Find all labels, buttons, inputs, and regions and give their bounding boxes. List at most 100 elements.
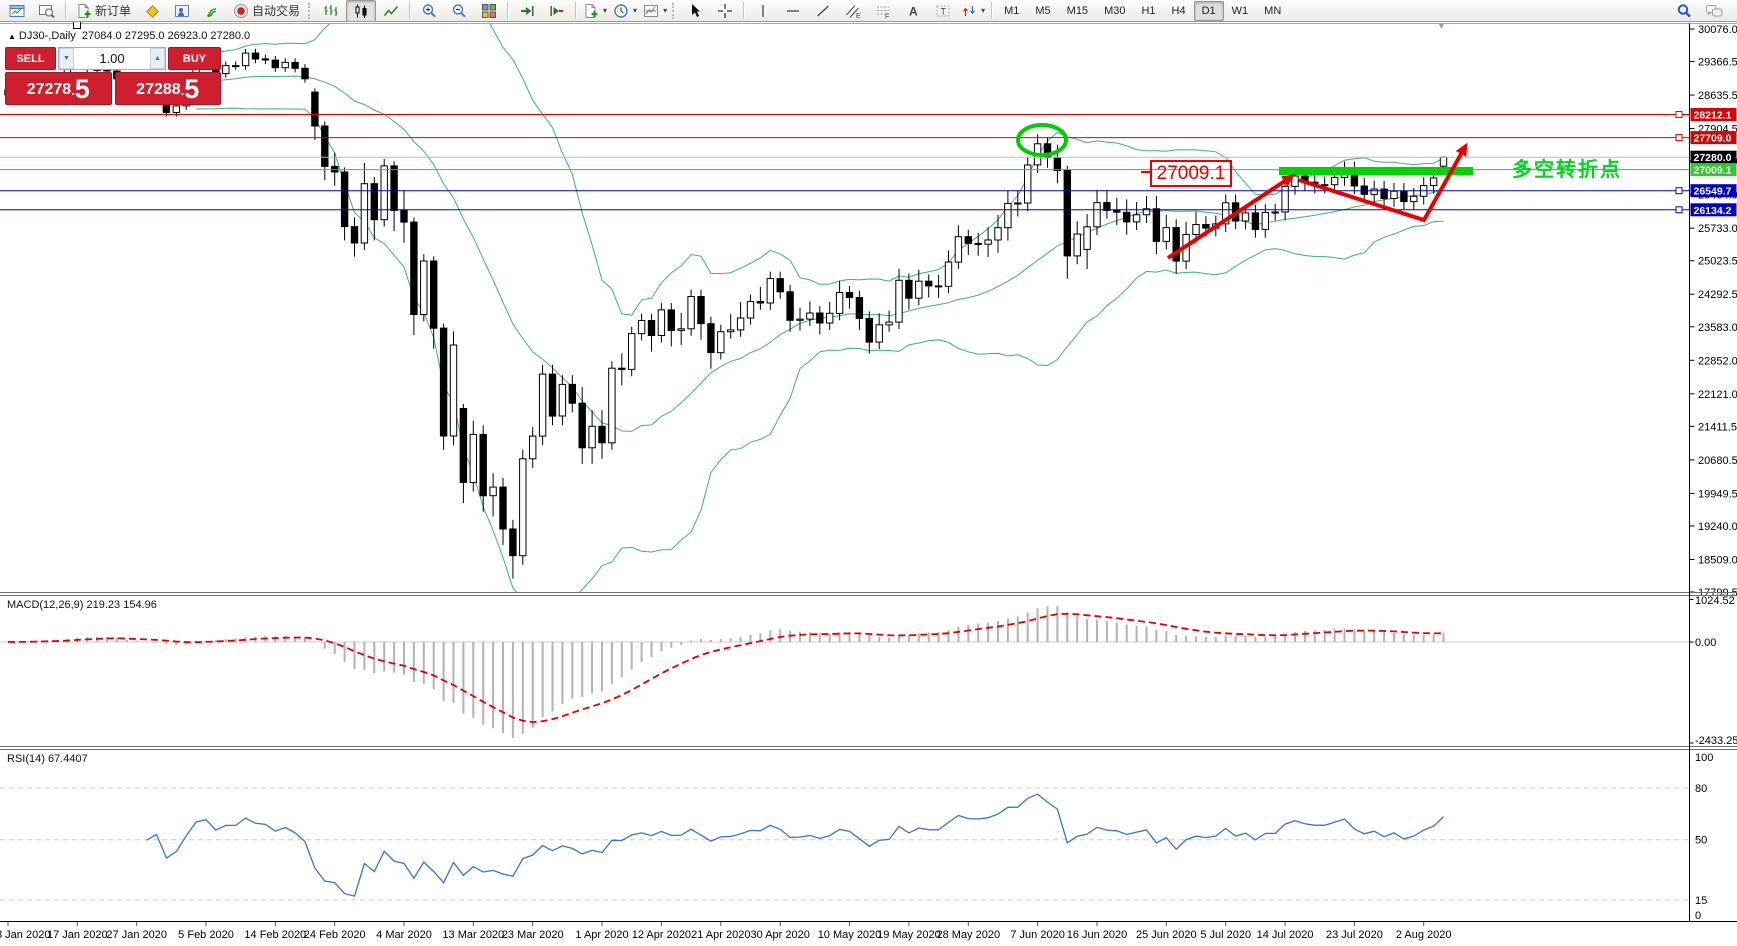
bid-price-box[interactable]: 27278. 5 [5,72,112,105]
sell-button[interactable]: SELL [5,47,56,70]
chevron-down-icon[interactable]: ▾ [603,6,608,15]
trendline-icon[interactable] [808,0,838,22]
ohlc-open: 27084.0 [81,30,122,42]
svg-text:100: 100 [1695,752,1713,764]
fibonacci-icon[interactable]: F [868,0,898,22]
timeframe-button-M5[interactable]: M5 [1035,4,1051,17]
svg-text:25023.5: 25023.5 [1698,256,1737,268]
periods-icon[interactable]: ▾ [610,0,640,22]
volume-decrease-button[interactable]: ▼ [59,48,74,69]
svg-text:20680.5: 20680.5 [1698,455,1737,467]
svg-text:1024.52: 1024.52 [1695,595,1735,607]
svg-text:A: A [909,4,918,18]
svg-text:22852.0: 22852.0 [1698,355,1737,367]
svg-text:26134.2: 26134.2 [1694,205,1732,217]
horizontal-line-icon[interactable] [778,0,808,22]
timeframe-button-M1[interactable]: M1 [1004,4,1020,17]
vertical-line-icon[interactable] [748,0,778,22]
toolbar-grip [672,2,676,19]
timeframe-button-H4[interactable]: H4 [1171,4,1186,17]
ask-price-dot: . [180,83,185,98]
tile-windows-icon[interactable] [474,0,504,22]
chevron-down-icon[interactable]: ▾ [663,6,668,15]
svg-text:1 Apr 2020: 1 Apr 2020 [575,929,628,941]
toolbar-separator [575,2,578,19]
metaeditor-icon[interactable] [137,0,167,22]
svg-text:0: 0 [1695,910,1701,922]
bid-price-main: 27278 [26,81,72,98]
crosshair-icon[interactable] [710,0,740,22]
autotrading-label: 自动交易 [252,4,301,18]
new-order-button[interactable]: 新订单 [70,0,137,22]
svg-text:25733.0: 25733.0 [1698,223,1737,235]
bar-chart-icon[interactable] [316,0,346,22]
timeframe-button-MN[interactable]: MN [1264,4,1282,17]
ask-price-main: 27288 [136,81,181,98]
volume-input[interactable] [74,48,150,69]
timeframe-button-H1[interactable]: H1 [1141,4,1156,17]
buy-button[interactable]: BUY [168,47,221,70]
macd-signal-value: 154.96 [123,599,157,611]
chat-icon[interactable] [1699,0,1729,22]
svg-text:E: E [856,13,861,19]
search-icon[interactable] [1669,0,1699,22]
timeframe-button-W1[interactable]: W1 [1231,4,1249,17]
ask-price-box[interactable]: 27288. 5 [114,72,221,105]
toolbar-separator [409,2,412,19]
zoom-out-icon[interactable] [444,0,474,22]
symbol-name: DJ30-,Daily [18,30,76,42]
toolbar-separator [743,2,746,19]
price-callout-label[interactable]: 27009.1 [1150,160,1232,187]
chart-shift-icon[interactable] [542,0,572,22]
market-watch-icon[interactable] [167,0,197,22]
autotrading-button[interactable]: 自动交易 [227,0,306,22]
ask-price-frac: 5 [184,74,200,104]
svg-text:13 Mar 2020: 13 Mar 2020 [442,929,504,941]
candlestick-chart-icon[interactable] [346,0,377,22]
new-order-label: 新订单 [95,4,132,18]
chart-title: ▲ DJ30-,Daily 27084.0 27295.0 26923.0 272… [8,30,250,42]
chevron-down-icon[interactable]: ▾ [981,6,986,15]
rsi-value: 67.4407 [47,753,88,765]
svg-text:T: T [941,6,947,16]
new-chart-icon[interactable] [2,0,32,22]
templates-icon[interactable]: ▾ [640,0,670,22]
line-chart-icon[interactable] [376,0,406,22]
arrows-icon[interactable]: ▾ [958,0,988,22]
zoom-in-icon[interactable] [414,0,444,22]
timeframe-button-M15[interactable]: M15 [1066,4,1089,17]
svg-text:19949.5: 19949.5 [1698,488,1737,500]
svg-text:23583.0: 23583.0 [1698,322,1737,334]
text-label-icon[interactable]: T [928,0,958,22]
text-icon[interactable]: A [898,0,928,22]
timeframe-button-D1[interactable]: D1 [1193,0,1224,21]
indicators-icon[interactable]: ▾ [580,0,610,22]
timeframe-button-M30[interactable]: M30 [1104,4,1126,17]
rsi-pane-label: RSI(14) 67.4407 [7,753,88,765]
quick-nav-chevron-icon[interactable]: ▼ [1437,21,1446,31]
svg-text:19240.0: 19240.0 [1698,521,1737,533]
svg-text:8 Jan 2020: 8 Jan 2020 [0,929,50,941]
svg-text:30076.0: 30076.0 [1698,24,1737,36]
profiles-icon[interactable] [32,0,62,22]
svg-text:14 Jul 2020: 14 Jul 2020 [1257,929,1314,941]
equidistant-channel-icon[interactable]: E [838,0,868,22]
auto-scroll-icon[interactable] [512,0,542,22]
svg-text:12 Apr 2020: 12 Apr 2020 [632,929,691,941]
signals-icon[interactable] [197,0,227,22]
toolbar-separator [991,2,994,19]
svg-text:14 Feb 2020: 14 Feb 2020 [244,929,306,941]
volume-stepper: ▼ ▲ [58,47,166,70]
turning-point-annotation[interactable]: 多空转折点 [1512,159,1622,181]
svg-text:50: 50 [1695,835,1707,847]
chevron-down-icon[interactable]: ▾ [633,6,638,15]
svg-text:15: 15 [1695,895,1707,907]
cursor-icon[interactable] [680,0,710,22]
svg-text:28212.1: 28212.1 [1694,110,1732,122]
ohlc-low: 26923.0 [167,30,208,42]
svg-text:26549.7: 26549.7 [1694,186,1732,198]
volume-increase-button[interactable]: ▲ [150,48,165,69]
svg-text:27 Jan 2020: 27 Jan 2020 [106,929,167,941]
